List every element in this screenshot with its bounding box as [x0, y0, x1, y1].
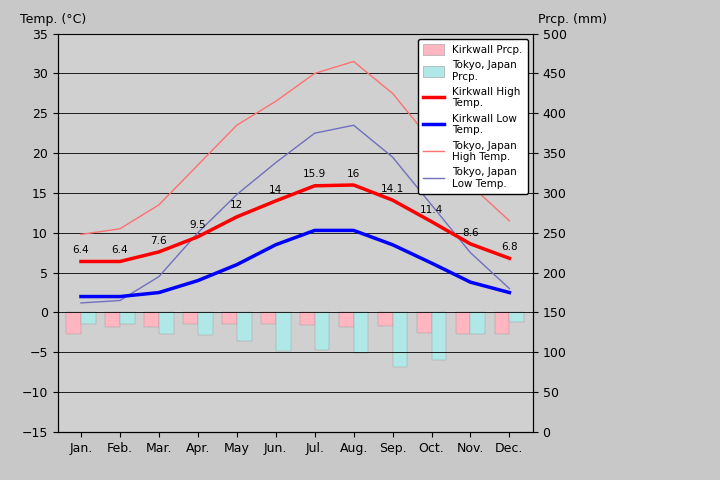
Text: 16: 16	[347, 168, 360, 179]
Text: Prcp. (mm): Prcp. (mm)	[538, 12, 606, 25]
Text: 11.4: 11.4	[420, 205, 443, 215]
Bar	[198, 312, 212, 336]
Bar	[276, 312, 291, 351]
Bar	[183, 312, 198, 324]
Bar	[237, 312, 251, 341]
Bar	[315, 312, 330, 350]
Bar	[222, 312, 237, 324]
Text: 6.4: 6.4	[73, 245, 89, 255]
Bar	[300, 312, 315, 325]
Bar	[144, 312, 159, 327]
Bar	[470, 312, 485, 334]
Bar	[354, 312, 369, 353]
Text: 9.5: 9.5	[189, 220, 206, 230]
Text: 15.9: 15.9	[303, 169, 326, 180]
Bar	[120, 312, 135, 324]
Bar	[495, 312, 510, 334]
Bar	[339, 312, 354, 327]
Bar	[66, 312, 81, 334]
Bar	[431, 312, 446, 360]
Text: 8.6: 8.6	[462, 228, 479, 238]
Bar	[456, 312, 470, 334]
Bar	[159, 312, 174, 334]
Bar	[417, 312, 431, 333]
Bar	[510, 312, 524, 322]
Bar	[392, 312, 408, 368]
Text: 6.8: 6.8	[501, 242, 518, 252]
Text: 12: 12	[230, 201, 243, 211]
Text: 14: 14	[269, 184, 282, 194]
Text: 7.6: 7.6	[150, 236, 167, 246]
Legend: Kirkwall Prcp., Tokyo, Japan
Prcp., Kirkwall High
Temp., Kirkwall Low
Temp., Tok: Kirkwall Prcp., Tokyo, Japan Prcp., Kirk…	[418, 39, 528, 194]
Bar	[105, 312, 120, 327]
Bar	[378, 312, 392, 325]
Text: 6.4: 6.4	[112, 245, 128, 255]
Bar	[261, 312, 276, 324]
Text: Temp. (°C): Temp. (°C)	[19, 12, 86, 25]
Bar	[81, 312, 96, 324]
Text: 14.1: 14.1	[381, 184, 404, 194]
